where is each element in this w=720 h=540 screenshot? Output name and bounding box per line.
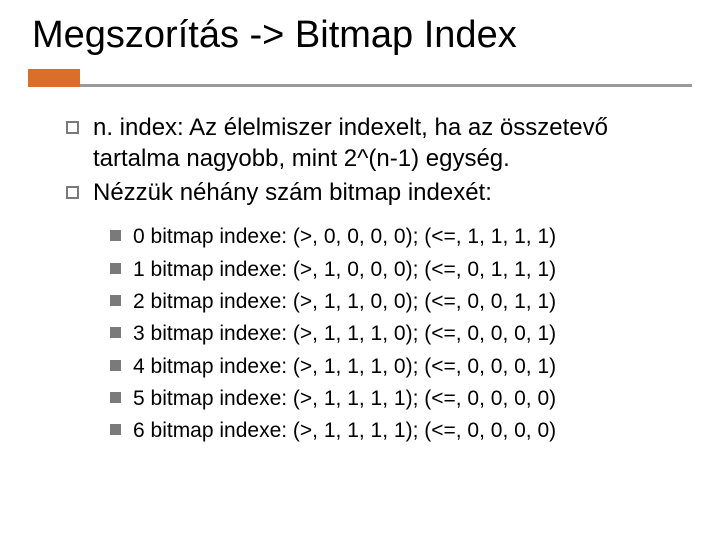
- hollow-square-icon: [66, 121, 79, 134]
- main-text: Nézzük néhány szám bitmap indexét:: [93, 178, 492, 209]
- main-item: n. index: Az élelmiszer indexelt, ha az …: [66, 113, 692, 174]
- sub-text: 3 bitmap indexe: (>, 1, 1, 1, 0); (<=, 0…: [133, 320, 556, 348]
- filled-square-icon: [110, 263, 121, 274]
- sub-list: 0 bitmap indexe: (>, 0, 0, 0, 0); (<=, 1…: [28, 223, 692, 445]
- accent-block: [28, 69, 80, 87]
- sub-text: 4 bitmap indexe: (>, 1, 1, 1, 0); (<=, 0…: [133, 353, 556, 381]
- hollow-square-icon: [66, 186, 79, 199]
- sub-text: 5 bitmap indexe: (>, 1, 1, 1, 1); (<=, 0…: [133, 385, 556, 413]
- sub-text: 6 bitmap indexe: (>, 1, 1, 1, 1); (<=, 0…: [133, 417, 556, 445]
- slide: Megszorítás -> Bitmap Index n. index: Az…: [0, 0, 720, 540]
- main-list: n. index: Az élelmiszer indexelt, ha az …: [28, 113, 692, 209]
- filled-square-icon: [110, 424, 121, 435]
- filled-square-icon: [110, 295, 121, 306]
- sub-item: 0 bitmap indexe: (>, 0, 0, 0, 0); (<=, 1…: [110, 223, 692, 251]
- slide-title: Megszorítás -> Bitmap Index: [28, 14, 692, 57]
- rule-line: [80, 84, 692, 87]
- main-text: n. index: Az élelmiszer indexelt, ha az …: [93, 113, 692, 174]
- sub-text: 0 bitmap indexe: (>, 0, 0, 0, 0); (<=, 1…: [133, 223, 556, 251]
- sub-item: 2 bitmap indexe: (>, 1, 1, 0, 0); (<=, 0…: [110, 288, 692, 316]
- sub-item: 5 bitmap indexe: (>, 1, 1, 1, 1); (<=, 0…: [110, 385, 692, 413]
- title-rule: [28, 69, 692, 87]
- sub-item: 3 bitmap indexe: (>, 1, 1, 1, 0); (<=, 0…: [110, 320, 692, 348]
- sub-item: 6 bitmap indexe: (>, 1, 1, 1, 1); (<=, 0…: [110, 417, 692, 445]
- filled-square-icon: [110, 392, 121, 403]
- main-item: Nézzük néhány szám bitmap indexét:: [66, 178, 692, 209]
- filled-square-icon: [110, 327, 121, 338]
- filled-square-icon: [110, 230, 121, 241]
- sub-text: 2 bitmap indexe: (>, 1, 1, 0, 0); (<=, 0…: [133, 288, 556, 316]
- filled-square-icon: [110, 360, 121, 371]
- sub-item: 1 bitmap indexe: (>, 1, 0, 0, 0); (<=, 0…: [110, 256, 692, 284]
- sub-text: 1 bitmap indexe: (>, 1, 0, 0, 0); (<=, 0…: [133, 256, 556, 284]
- sub-item: 4 bitmap indexe: (>, 1, 1, 1, 0); (<=, 0…: [110, 353, 692, 381]
